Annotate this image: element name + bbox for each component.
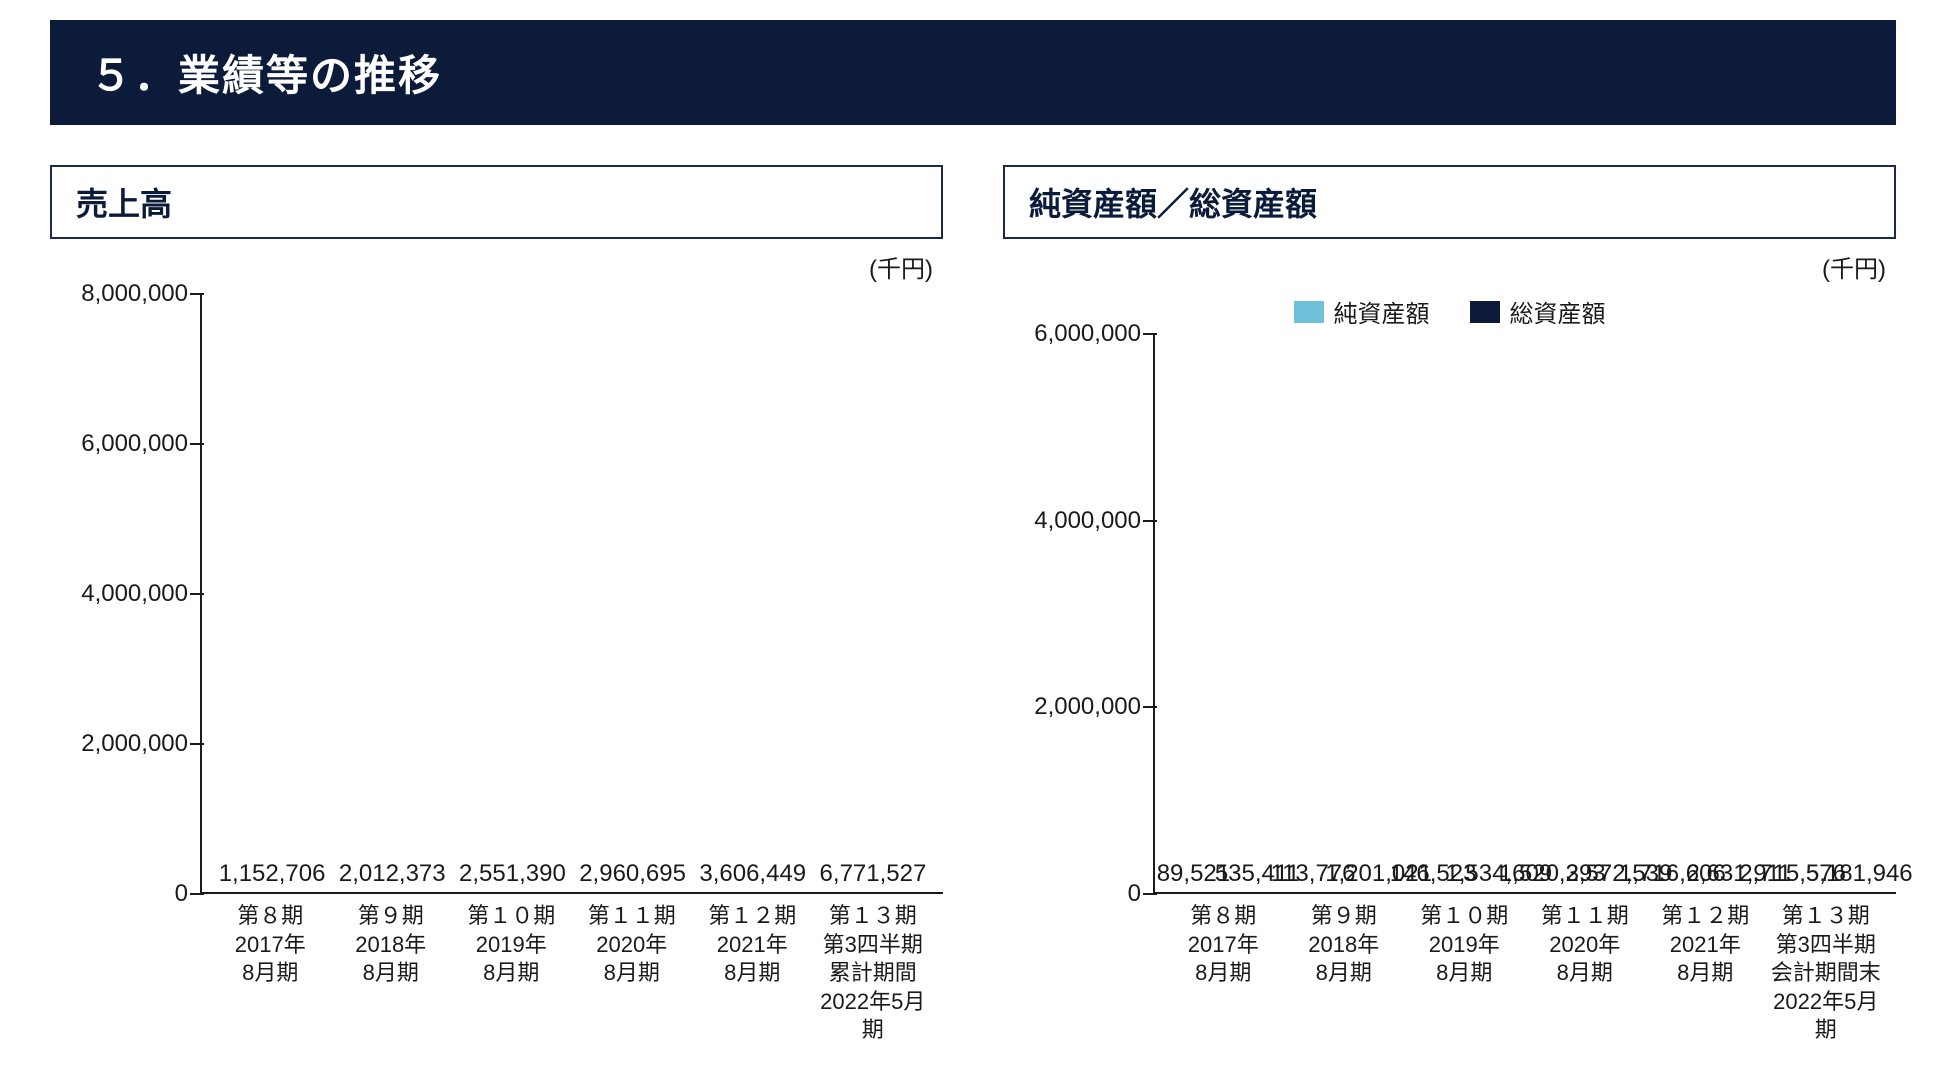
bar-value-label: 5,181,946: [1806, 860, 1913, 892]
legend-swatch: [1294, 301, 1324, 323]
chart-assets-title-box: 純資産額／総資産額: [1003, 165, 1896, 239]
y-tick-label: 8,000,000: [81, 280, 188, 308]
chart-sales-bars: 1,152,706 2,012,373 2,551,390 2,960,695 3,60…: [202, 294, 943, 892]
x-category-label: 第９期 2018年 8月期: [1284, 902, 1405, 1045]
y-tick-label: 0: [175, 880, 188, 908]
x-category-label: 第１２期 2021年 8月期: [692, 902, 813, 1045]
legend-item: 純資産額: [1294, 294, 1430, 329]
legend-label: 純資産額: [1334, 294, 1430, 329]
chart-sales-plot: 02,000,0004,000,0006,000,0008,000,000 1,…: [50, 294, 943, 894]
chart-assets: 純資産額／総資産額 (千円) 純資産額 総資産額 0 2,000,000 4,000,…: [1003, 165, 1896, 1045]
chart-assets-x-labels: 第８期 2017年 8月期第９期 2018年 8月期第１０期 2019年 8月期…: [1153, 894, 1896, 1045]
y-tick-label: 6,000,000: [81, 430, 188, 458]
chart-assets-title: 純資産額／総資産額: [1029, 186, 1317, 222]
y-tick-label: 2,000,000: [81, 730, 188, 758]
chart-assets-plot: 02,000,0004,000,0006,000,000 89,521535,4…: [1003, 334, 1896, 894]
x-category-label: 第１０期 2019年 8月期: [451, 902, 572, 1045]
chart-sales-y-axis: 02,000,0004,000,0006,000,0008,000,000: [50, 294, 200, 894]
x-category-label: 第１１期 2020年 8月期: [572, 902, 693, 1045]
bar-value-label: 6,771,527: [820, 860, 927, 892]
x-category-label: 第１３期 第3四半期 会計期間末 2022年5月期: [1766, 902, 1887, 1045]
x-category-label: 第８期 2017年 8月期: [1163, 902, 1284, 1045]
chart-sales-title-box: 売上高: [50, 165, 943, 239]
legend-swatch: [1470, 301, 1500, 323]
y-tick-label: 6,000,000: [1034, 320, 1141, 348]
y-tick-label: 4,000,000: [81, 580, 188, 608]
x-category-label: 第１３期 第3四半期 累計期間 2022年5月期: [813, 902, 934, 1045]
chart-sales-unit: (千円): [50, 249, 943, 284]
chart-assets-unit: (千円): [1003, 249, 1896, 284]
bar-value-label: 2,551,390: [459, 860, 566, 892]
legend-label: 総資産額: [1510, 294, 1606, 329]
page-title: ５．業績等の推移: [90, 52, 442, 99]
x-category-label: 第１２期 2021年 8月期: [1645, 902, 1766, 1045]
chart-assets-bars: 89,521535,411113,7761,201,021146,5231,53…: [1155, 334, 1896, 892]
chart-assets-plot-area: 89,521535,411113,7761,201,021146,5231,53…: [1153, 334, 1896, 894]
bar-value-label: 2,960,695: [579, 860, 686, 892]
bar-value-label: 3,606,449: [699, 860, 806, 892]
chart-sales-x-labels: 第８期 2017年 8月期第９期 2018年 8月期第１０期 2019年 8月期…: [200, 894, 943, 1045]
legend-item: 総資産額: [1470, 294, 1606, 329]
y-tick-label: 0: [1128, 880, 1141, 908]
chart-assets-y-axis: 02,000,0004,000,0006,000,000: [1003, 334, 1153, 894]
bar-value-label: 1,152,706: [219, 860, 326, 892]
chart-sales: 売上高 (千円) 0 2,000,000 4,000,000 6,000,000 8,0…: [50, 165, 943, 1045]
x-category-label: 第８期 2017年 8月期: [210, 902, 331, 1045]
y-tick-label: 2,000,000: [1034, 693, 1141, 721]
chart-sales-title: 売上高: [76, 186, 172, 222]
x-category-label: 第９期 2018年 8月期: [331, 902, 452, 1045]
x-category-label: 第１０期 2019年 8月期: [1404, 902, 1525, 1045]
x-category-label: 第１１期 2020年 8月期: [1525, 902, 1646, 1045]
charts-row: 売上高 (千円) 0 2,000,000 4,000,000 6,000,000 8,0…: [50, 165, 1896, 1045]
bar-value-label: 2,012,373: [339, 860, 446, 892]
chart-sales-plot-area: 1,152,706 2,012,373 2,551,390 2,960,695 3,60…: [200, 294, 943, 894]
y-tick-label: 4,000,000: [1034, 507, 1141, 535]
page-header: ５．業績等の推移: [50, 20, 1896, 125]
